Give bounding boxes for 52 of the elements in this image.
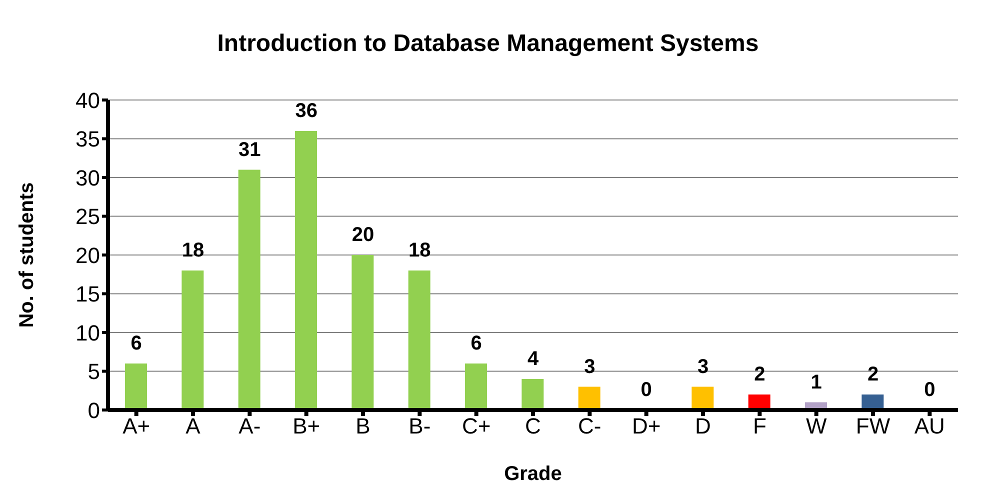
x-tick-label: AU xyxy=(914,414,945,439)
chart-title: Introduction to Database Management Systems xyxy=(216,30,760,58)
x-tick-label: FW xyxy=(856,414,890,439)
y-tick-label: 25 xyxy=(76,204,100,230)
y-tick-label: 40 xyxy=(76,88,100,113)
x-tick-label: D xyxy=(695,414,711,439)
data-label: 6 xyxy=(130,332,142,354)
x-axis-title: Grade xyxy=(504,463,562,485)
x-tick-label: B xyxy=(356,414,370,439)
y-tick-label: 30 xyxy=(76,165,100,190)
data-label: 6 xyxy=(470,332,482,354)
data-label: 18 xyxy=(182,240,204,262)
data-label: 0 xyxy=(640,379,652,401)
data-label: 18 xyxy=(408,240,431,262)
y-tick-label: 20 xyxy=(76,242,100,268)
y-axis-title: No. of students xyxy=(16,182,38,328)
bar xyxy=(125,364,147,410)
data-label: 0 xyxy=(924,379,936,401)
bar xyxy=(692,386,714,410)
bar xyxy=(465,364,487,410)
data-label: 31 xyxy=(238,138,261,161)
data-label: 2 xyxy=(867,364,879,386)
y-tick-label: 5 xyxy=(88,359,100,384)
x-tick-label: A xyxy=(186,414,201,439)
x-tick-label: A+ xyxy=(122,414,150,439)
bar xyxy=(238,170,260,410)
y-tick-label: 15 xyxy=(76,282,100,307)
x-tick-label: C- xyxy=(578,414,602,439)
data-label: 36 xyxy=(295,100,318,122)
bar xyxy=(522,379,544,410)
x-tick-label: B- xyxy=(408,414,431,439)
x-tick-label: B+ xyxy=(292,414,320,439)
x-tick-label: C xyxy=(525,414,542,439)
data-label: 3 xyxy=(584,356,596,378)
x-tick-label: D+ xyxy=(632,414,661,439)
y-tick-label: 35 xyxy=(76,126,100,152)
data-label: 3 xyxy=(697,356,709,378)
data-label: 1 xyxy=(810,371,822,394)
bar xyxy=(182,270,204,410)
data-label: 2 xyxy=(754,364,766,386)
data-label: 4 xyxy=(527,348,540,370)
y-tick-label: 10 xyxy=(76,320,100,346)
data-label: 20 xyxy=(352,224,374,246)
y-tick-label: 0 xyxy=(88,398,100,423)
x-tick-label: F xyxy=(752,414,766,439)
bar xyxy=(578,386,600,410)
bar xyxy=(352,255,374,410)
bar xyxy=(408,270,430,410)
x-tick-label: A- xyxy=(238,414,261,439)
x-tick-label: W xyxy=(806,414,827,439)
x-tick-label: C+ xyxy=(462,414,491,439)
bar xyxy=(295,131,317,410)
